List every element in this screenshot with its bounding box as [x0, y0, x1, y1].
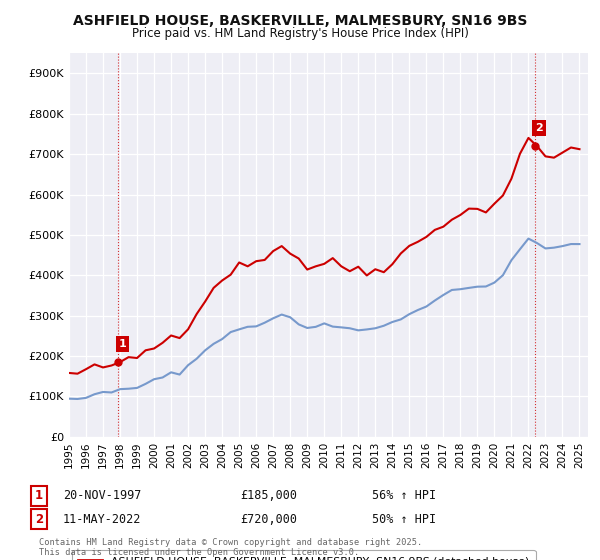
Text: 2: 2: [35, 512, 43, 526]
Text: 1: 1: [119, 339, 127, 349]
Text: Contains HM Land Registry data © Crown copyright and database right 2025.
This d: Contains HM Land Registry data © Crown c…: [39, 538, 422, 557]
Text: £185,000: £185,000: [240, 489, 297, 502]
Text: Price paid vs. HM Land Registry's House Price Index (HPI): Price paid vs. HM Land Registry's House …: [131, 27, 469, 40]
Text: 56% ↑ HPI: 56% ↑ HPI: [372, 489, 436, 502]
Legend: ASHFIELD HOUSE, BASKERVILLE, MALMESBURY, SN16 9BS (detached house), HPI: Average: ASHFIELD HOUSE, BASKERVILLE, MALMESBURY,…: [72, 549, 536, 560]
Text: 50% ↑ HPI: 50% ↑ HPI: [372, 512, 436, 526]
Text: £720,000: £720,000: [240, 512, 297, 526]
Text: 20-NOV-1997: 20-NOV-1997: [63, 489, 142, 502]
Text: 1: 1: [35, 489, 43, 502]
Text: 2: 2: [535, 123, 543, 133]
Text: ASHFIELD HOUSE, BASKERVILLE, MALMESBURY, SN16 9BS: ASHFIELD HOUSE, BASKERVILLE, MALMESBURY,…: [73, 14, 527, 28]
Text: 11-MAY-2022: 11-MAY-2022: [63, 512, 142, 526]
